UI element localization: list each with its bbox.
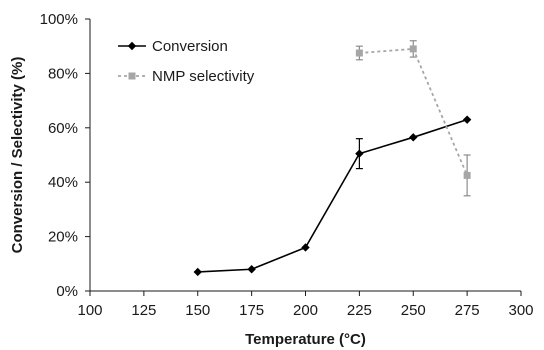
legend: Conversion NMP selectivity [118, 38, 255, 85]
legend-nmp-selectivity-label: NMP selectivity [152, 68, 255, 85]
x-ticks: 100 125 150 175 200 225 250 275 300 [77, 291, 534, 319]
series-line [197, 118, 468, 273]
x-tick-label: 250 [401, 302, 426, 319]
data-point [409, 45, 417, 53]
y-tick-label: 40% [48, 174, 78, 191]
x-axis-title: Temperature (°C) [245, 331, 366, 348]
data-point [301, 243, 310, 252]
x-tick-label: 150 [185, 302, 210, 319]
data-point [462, 115, 472, 124]
y-axis-title: Conversion / Selectivity (%) [9, 57, 26, 254]
data-point [355, 149, 364, 158]
axes: 100 125 150 175 200 225 250 275 300 0% 20% 40% 60% 8… [40, 11, 534, 319]
x-tick-label: 100 [77, 302, 102, 319]
y-tick-label: 60% [48, 120, 78, 137]
x-tick-label: 200 [293, 302, 318, 319]
x-tick-label: 225 [347, 302, 372, 319]
data-point [463, 171, 471, 179]
legend-conversion-marker [127, 41, 137, 51]
y-tick-label: 0% [56, 283, 78, 300]
y-ticks: 0% 20% 40% 60% 80% 100% [40, 11, 90, 300]
series-nmp-selectivity [355, 40, 471, 197]
series-layer [193, 40, 472, 277]
legend-nmp-selectivity-marker [128, 72, 136, 80]
legend-conversion-label: Conversion [152, 38, 228, 55]
y-tick-label: 20% [48, 229, 78, 246]
x-tick-label: 175 [239, 302, 264, 319]
x-tick-label: 275 [455, 302, 480, 319]
data-point [409, 133, 418, 142]
series-conversion [193, 115, 472, 277]
data-point [355, 49, 363, 57]
series-line [359, 47, 468, 176]
data-point [193, 267, 202, 277]
data-point [247, 265, 256, 274]
y-tick-label: 80% [48, 65, 78, 82]
y-tick-label: 100% [40, 11, 78, 28]
x-tick-label: 300 [508, 302, 533, 319]
x-tick-label: 125 [131, 302, 156, 319]
